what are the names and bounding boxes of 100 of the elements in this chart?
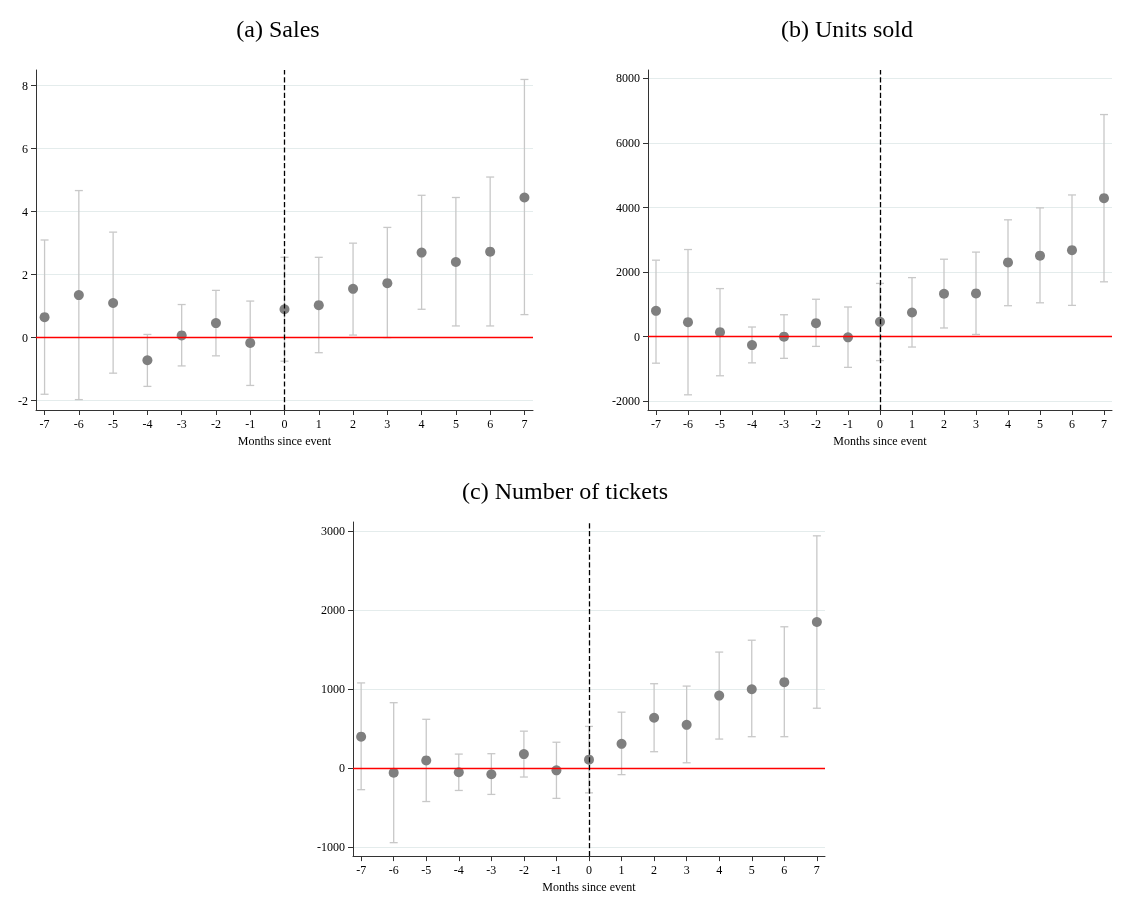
x-tick-label: -7 — [39, 417, 50, 431]
x-tick-label: 6 — [781, 863, 788, 878]
point — [73, 290, 84, 301]
x-tick-label: -5 — [421, 863, 432, 878]
point — [681, 719, 692, 730]
point — [348, 283, 359, 294]
x-tick-label: 1 — [909, 417, 915, 431]
point — [651, 305, 661, 316]
point — [453, 767, 464, 778]
x-tick-label: 0 — [281, 417, 288, 431]
point — [421, 755, 432, 766]
point — [649, 712, 660, 723]
point — [518, 749, 529, 760]
x-tick-label: 5 — [1037, 417, 1043, 431]
x-tick-label: -4 — [453, 863, 464, 878]
x-tick-label: 0 — [877, 417, 883, 431]
point — [245, 337, 256, 348]
point — [811, 318, 821, 329]
x-tick-label: 2 — [350, 417, 357, 431]
x-tick-label: -1 — [551, 863, 562, 878]
x-tick-label: -4 — [747, 417, 757, 431]
y-tick-label: 1000 — [321, 682, 345, 697]
x-axis-title: Months since event — [237, 433, 332, 448]
point — [108, 297, 119, 308]
x-tick-label: 1 — [618, 863, 625, 878]
y-tick-label: 0 — [634, 329, 640, 344]
x-tick-label: -3 — [486, 863, 497, 878]
point — [616, 738, 627, 749]
x-tick-label: -6 — [388, 863, 399, 878]
point — [714, 690, 725, 701]
point — [907, 307, 917, 318]
point — [971, 288, 981, 299]
y-tick-label: 8000 — [616, 71, 640, 86]
y-tick-label: -1000 — [317, 840, 345, 855]
point — [313, 300, 324, 311]
point — [519, 192, 530, 203]
point — [1003, 257, 1013, 268]
x-tick-label: 4 — [716, 863, 723, 878]
x-tick-label: -7 — [651, 417, 661, 431]
x-tick-label: -5 — [715, 417, 725, 431]
y-tick-label: 3000 — [321, 524, 345, 539]
x-tick-label: 3 — [683, 863, 690, 878]
y-tick-label: 4 — [22, 204, 28, 219]
y-tick-label: 4000 — [616, 200, 640, 215]
point — [388, 767, 399, 778]
x-tick-label: 1 — [315, 417, 322, 431]
chart-title: (b) Units sold — [781, 16, 913, 42]
y-tick-label: -2 — [18, 393, 28, 408]
x-tick-label: -2 — [518, 863, 529, 878]
point — [747, 340, 757, 351]
y-tick-label: 0 — [339, 761, 345, 776]
point — [1099, 193, 1109, 204]
point — [356, 731, 367, 742]
x-tick-label: 4 — [418, 417, 425, 431]
chart-title: (a) Sales — [236, 16, 320, 42]
point — [811, 617, 822, 628]
point — [683, 317, 693, 328]
point — [746, 684, 757, 695]
point — [1035, 250, 1045, 261]
y-tick-label: 0 — [22, 330, 28, 345]
x-tick-label: -6 — [73, 417, 84, 431]
x-tick-label: 6 — [487, 417, 494, 431]
x-tick-label: 2 — [651, 863, 658, 878]
chart-title: (c) Number of tickets — [462, 478, 668, 504]
point — [416, 247, 427, 258]
point — [450, 257, 461, 268]
x-tick-label: -4 — [142, 417, 153, 431]
x-tick-label: 7 — [1101, 417, 1107, 431]
x-tick-label: 6 — [1069, 417, 1075, 431]
point — [210, 318, 221, 329]
y-tick-label: 6000 — [616, 135, 640, 150]
point — [382, 278, 393, 289]
point — [939, 288, 949, 299]
x-tick-label: -6 — [683, 417, 693, 431]
y-tick-label: 2000 — [321, 603, 345, 618]
x-axis-title: Months since event — [542, 880, 637, 894]
point — [1067, 245, 1077, 256]
y-tick-label: -2000 — [612, 394, 640, 409]
point — [486, 769, 497, 780]
x-tick-label: -1 — [843, 417, 853, 431]
y-tick-label: 2000 — [616, 265, 640, 280]
y-tick-label: 8 — [22, 78, 28, 93]
x-tick-label: 4 — [1005, 417, 1011, 431]
point — [39, 312, 50, 323]
x-tick-label: 3 — [384, 417, 391, 431]
x-tick-label: -5 — [108, 417, 119, 431]
x-tick-label: 2 — [941, 417, 947, 431]
x-tick-label: -1 — [245, 417, 256, 431]
x-tick-label: 7 — [813, 863, 820, 878]
y-tick-label: 6 — [22, 141, 28, 156]
point — [584, 754, 594, 765]
y-tick-label: 2 — [22, 267, 28, 282]
x-tick-label: 5 — [748, 863, 755, 878]
x-tick-label: -2 — [811, 417, 821, 431]
x-tick-label: -3 — [176, 417, 187, 431]
x-tick-label: 3 — [973, 417, 979, 431]
point — [142, 355, 153, 366]
point — [485, 246, 496, 257]
x-tick-label: -3 — [779, 417, 789, 431]
x-tick-label: 0 — [586, 863, 592, 878]
